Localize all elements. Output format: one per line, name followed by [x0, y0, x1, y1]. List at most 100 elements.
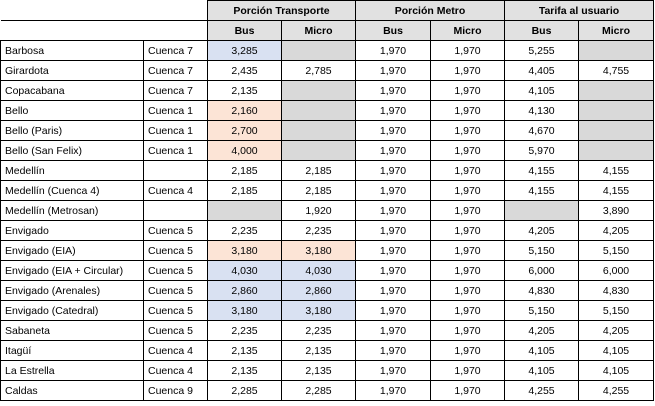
value-cell: 4,405: [504, 60, 579, 81]
value-cell: 2,160: [207, 100, 282, 121]
value-cell: 1,970: [430, 240, 505, 261]
value-cell: 2,285: [207, 380, 282, 401]
value-cell: 1,970: [430, 120, 505, 141]
table-row: Itagüí Cuenca 4 2,135 2,135 1,970 1,970 4,105 4…: [0, 340, 654, 361]
value-cell: 5,255: [504, 40, 579, 61]
value-cell: 2,700: [207, 120, 282, 141]
municipality-cell: Medellín (Cuenca 4): [0, 180, 144, 201]
value-cell: 1,970: [430, 80, 505, 101]
municipality-cell: La Estrella: [0, 360, 144, 381]
value-cell: 4,105: [504, 80, 579, 101]
value-cell: 4,105: [504, 360, 579, 381]
value-cell: 2,185: [281, 160, 356, 181]
header-tarifa-micro: Micro: [578, 20, 654, 41]
header-group-row: Porción Transporte Porción Metro Tarifa …: [0, 0, 654, 21]
value-cell: 4,830: [578, 280, 654, 301]
value-cell: 1,970: [430, 300, 505, 321]
value-cell: 1,970: [430, 360, 505, 381]
value-cell: 2,135: [207, 360, 282, 381]
value-cell: 1,970: [355, 200, 431, 221]
table-row: Envigado (Catedral) Cuenca 5 3,180 3,180 1,9…: [0, 300, 654, 321]
header-tarifa-bus: Bus: [504, 20, 579, 41]
cuenca-cell: Cuenca 5: [143, 260, 208, 281]
value-cell: 1,970: [355, 80, 431, 101]
value-cell: 4,755: [578, 60, 654, 81]
value-cell: 4,105: [578, 340, 654, 361]
value-cell: 1,970: [355, 300, 431, 321]
value-cell: 1,970: [430, 140, 505, 161]
header-blank: [0, 20, 208, 41]
table-row: Envigado Cuenca 5 2,235 2,235 1,970 1,970 4,20…: [0, 220, 654, 241]
municipality-cell: Bello: [0, 100, 144, 121]
value-cell: 1,970: [355, 260, 431, 281]
value-cell: 3,285: [207, 40, 282, 61]
value-cell: 2,235: [207, 220, 282, 241]
value-cell: 1,970: [430, 280, 505, 301]
table-row: Medellín (Metrosan) 1,920 1,970 1,970 3,890: [0, 200, 654, 221]
cuenca-cell: Cuenca 5: [143, 320, 208, 341]
value-cell: 1,970: [430, 160, 505, 181]
value-cell: 3,890: [578, 200, 654, 221]
value-cell: 5,150: [504, 300, 579, 321]
cuenca-cell: Cuenca 7: [143, 40, 208, 61]
cuenca-cell: Cuenca 7: [143, 80, 208, 101]
value-cell: 1,970: [355, 40, 431, 61]
value-cell: 1,970: [430, 260, 505, 281]
value-cell: 2,185: [207, 160, 282, 181]
value-cell: 1,970: [430, 220, 505, 241]
value-cell: [578, 40, 654, 61]
cuenca-cell: [143, 200, 208, 221]
table-row: Envigado (EIA + Circular) Cuenca 5 4,030 4,…: [0, 260, 654, 281]
municipality-cell: Medellín: [0, 160, 144, 181]
value-cell: [281, 120, 356, 141]
value-cell: 2,235: [207, 320, 282, 341]
table-row: Caldas Cuenca 9 2,285 2,285 1,970 1,970 4,255 4…: [0, 380, 654, 401]
municipality-cell: Envigado (Arenales): [0, 280, 144, 301]
value-cell: 1,970: [355, 100, 431, 121]
value-cell: 1,970: [355, 240, 431, 261]
value-cell: 4,000: [207, 140, 282, 161]
value-cell: 1,970: [355, 340, 431, 361]
cuenca-cell: Cuenca 5: [143, 220, 208, 241]
header-blank: [0, 0, 208, 21]
value-cell: 2,135: [281, 340, 356, 361]
value-cell: 1,970: [355, 60, 431, 81]
value-cell: 2,860: [281, 280, 356, 301]
value-cell: 2,860: [207, 280, 282, 301]
cuenca-cell: Cuenca 4: [143, 180, 208, 201]
table-row: Sabaneta Cuenca 5 2,235 2,235 1,970 1,970 4,20…: [0, 320, 654, 341]
value-cell: 1,970: [430, 200, 505, 221]
value-cell: 4,205: [504, 320, 579, 341]
value-cell: 4,155: [578, 160, 654, 181]
value-cell: 2,235: [281, 220, 356, 241]
value-cell: 5,150: [578, 240, 654, 261]
value-cell: [578, 100, 654, 121]
value-cell: 1,920: [281, 200, 356, 221]
table-row: La Estrella Cuenca 4 2,135 2,135 1,970 1,970 4…: [0, 360, 654, 381]
value-cell: 4,130: [504, 100, 579, 121]
value-cell: 3,180: [281, 300, 356, 321]
cuenca-cell: Cuenca 5: [143, 300, 208, 321]
value-cell: 2,185: [207, 180, 282, 201]
table-row: Medellín (Cuenca 4) Cuenca 4 2,185 2,185 1,9…: [0, 180, 654, 201]
value-cell: 2,785: [281, 60, 356, 81]
value-cell: 1,970: [355, 180, 431, 201]
value-cell: 4,255: [578, 380, 654, 401]
table-row: Medellín 2,185 2,185 1,970 1,970 4,155 4,155: [0, 160, 654, 181]
value-cell: 3,180: [281, 240, 356, 261]
header-metro-micro: Micro: [430, 20, 505, 41]
value-cell: 5,150: [504, 240, 579, 261]
table-row: Envigado (EIA) Cuenca 5 3,180 3,180 1,970 1,9…: [0, 240, 654, 261]
value-cell: 6,000: [504, 260, 579, 281]
municipality-cell: Copacabana: [0, 80, 144, 101]
municipality-cell: Bello (San Felix): [0, 140, 144, 161]
cuenca-cell: Cuenca 1: [143, 140, 208, 161]
municipality-cell: Caldas: [0, 380, 144, 401]
municipality-cell: Barbosa: [0, 40, 144, 61]
value-cell: [578, 140, 654, 161]
value-cell: 2,135: [281, 360, 356, 381]
value-cell: 1,970: [430, 100, 505, 121]
value-cell: 4,105: [578, 360, 654, 381]
value-cell: 2,135: [207, 340, 282, 361]
